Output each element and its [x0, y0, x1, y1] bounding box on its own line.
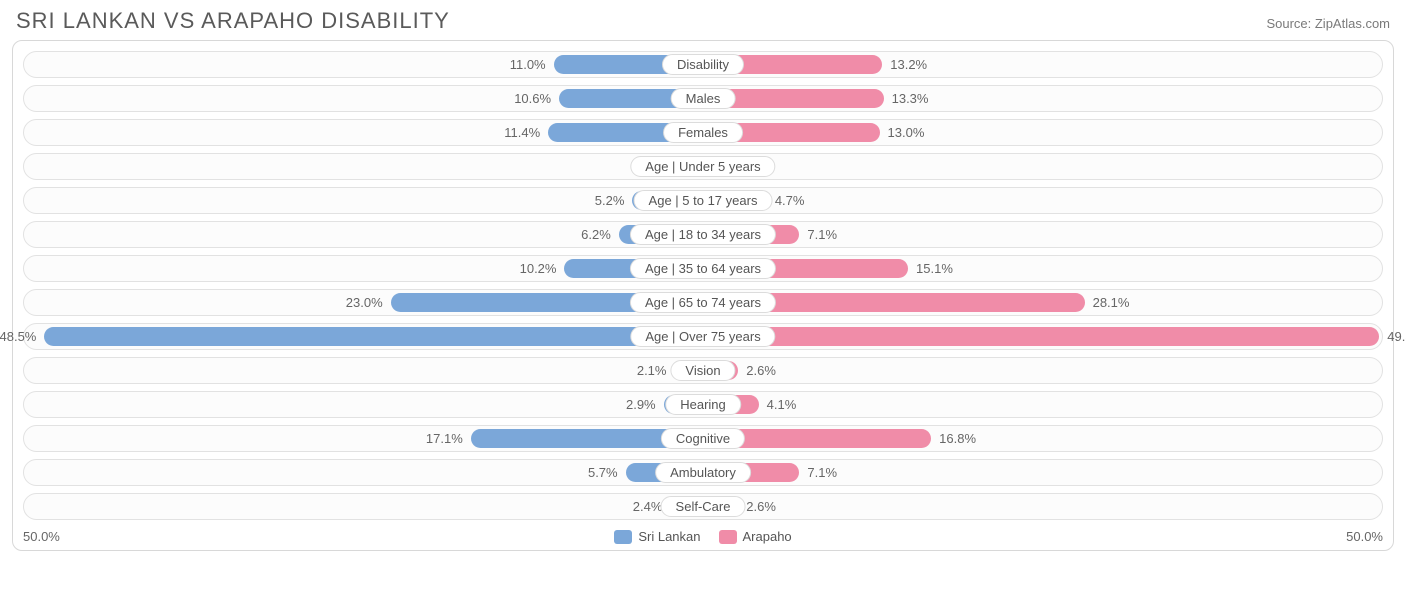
- category-label: Age | 35 to 64 years: [630, 258, 776, 279]
- chart-row: 10.2% 15.1% Age | 35 to 64 years: [23, 255, 1383, 282]
- value-right: 2.6%: [740, 361, 776, 380]
- value-left: 2.1%: [637, 361, 673, 380]
- value-right: 13.0%: [882, 123, 925, 142]
- chart-row: 17.1% 16.8% Cognitive: [23, 425, 1383, 452]
- value-left: 6.2%: [581, 225, 617, 244]
- legend: Sri Lankan Arapaho: [60, 529, 1346, 544]
- value-left: 17.1%: [426, 429, 469, 448]
- chart-row: 23.0% 28.1% Age | 65 to 74 years: [23, 289, 1383, 316]
- value-right: 4.1%: [761, 395, 797, 414]
- value-left: 2.9%: [626, 395, 662, 414]
- bar-left: [44, 327, 703, 346]
- bar-right: [703, 327, 1379, 346]
- legend-label-right: Arapaho: [743, 529, 792, 544]
- category-label: Age | 18 to 34 years: [630, 224, 776, 245]
- category-label: Hearing: [665, 394, 741, 415]
- legend-swatch-right: [719, 530, 737, 544]
- value-right: 15.1%: [910, 259, 953, 278]
- legend-item-left: Sri Lankan: [614, 529, 700, 544]
- category-label: Age | Under 5 years: [630, 156, 775, 177]
- category-label: Age | 5 to 17 years: [634, 190, 773, 211]
- axis-left-max: 50.0%: [23, 529, 60, 544]
- legend-item-right: Arapaho: [719, 529, 792, 544]
- chart-row: 11.0% 13.2% Disability: [23, 51, 1383, 78]
- value-right: 4.7%: [769, 191, 805, 210]
- chart-row: 5.2% 4.7%Age | 5 to 17 years: [23, 187, 1383, 214]
- value-left: 5.7%: [588, 463, 624, 482]
- value-left: 48.5%: [0, 327, 42, 346]
- value-left: 5.2%: [595, 191, 631, 210]
- value-left: 11.0%: [510, 55, 552, 74]
- category-label: Age | Over 75 years: [630, 326, 775, 347]
- chart-row: 1.1%1.3%Age | Under 5 years: [23, 153, 1383, 180]
- value-left: 11.4%: [504, 123, 546, 142]
- legend-label-left: Sri Lankan: [638, 529, 700, 544]
- category-label: Disability: [662, 54, 744, 75]
- chart-box: 11.0% 13.2% Disability 10.6% 13.3% Males 11.4%…: [12, 40, 1394, 551]
- category-label: Ambulatory: [655, 462, 751, 483]
- value-left: 10.2%: [520, 259, 563, 278]
- value-right: 13.2%: [884, 55, 927, 74]
- chart-footer: 50.0% Sri Lankan Arapaho 50.0%: [23, 527, 1383, 544]
- legend-swatch-left: [614, 530, 632, 544]
- category-label: Age | 65 to 74 years: [630, 292, 776, 313]
- category-label: Females: [663, 122, 743, 143]
- value-left: 10.6%: [514, 89, 557, 108]
- rows-area: 11.0% 13.2% Disability 10.6% 13.3% Males 11.4%…: [23, 51, 1383, 520]
- value-right: 49.8%: [1381, 327, 1406, 346]
- value-right: 7.1%: [801, 463, 837, 482]
- chart-row: 2.1% 2.6% Vision: [23, 357, 1383, 384]
- chart-row: 2.9% 4.1% Hearing: [23, 391, 1383, 418]
- chart-row: 5.7% 7.1% Ambulatory: [23, 459, 1383, 486]
- source-attribution: Source: ZipAtlas.com: [1266, 16, 1390, 31]
- category-label: Self-Care: [661, 496, 746, 517]
- value-left: 23.0%: [346, 293, 389, 312]
- chart-row: 2.4%2.6%Self-Care: [23, 493, 1383, 520]
- category-label: Cognitive: [661, 428, 745, 449]
- value-right: 2.6%: [740, 497, 776, 516]
- chart-container: SRI LANKAN VS ARAPAHO DISABILITY Source:…: [0, 0, 1406, 555]
- chart-row: 10.6% 13.3% Males: [23, 85, 1383, 112]
- chart-title: SRI LANKAN VS ARAPAHO DISABILITY: [16, 8, 450, 34]
- value-right: 28.1%: [1087, 293, 1130, 312]
- chart-row: 48.5%49.8%Age | Over 75 years: [23, 323, 1383, 350]
- value-right: 16.8%: [933, 429, 976, 448]
- chart-row: 11.4% 13.0% Females: [23, 119, 1383, 146]
- category-label: Vision: [670, 360, 735, 381]
- category-label: Males: [671, 88, 736, 109]
- value-right: 13.3%: [886, 89, 929, 108]
- header: SRI LANKAN VS ARAPAHO DISABILITY Source:…: [12, 8, 1394, 40]
- axis-right-max: 50.0%: [1346, 529, 1383, 544]
- value-right: 7.1%: [801, 225, 837, 244]
- chart-row: 6.2% 7.1% Age | 18 to 34 years: [23, 221, 1383, 248]
